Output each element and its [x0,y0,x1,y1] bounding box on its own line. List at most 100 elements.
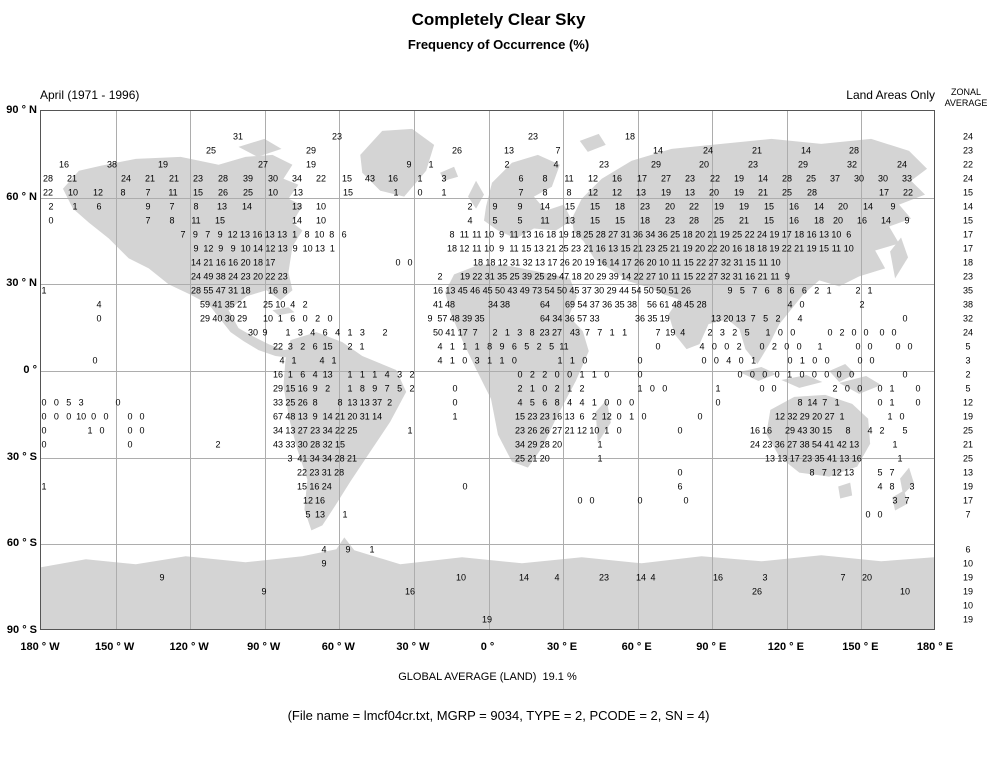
antarctica [41,537,934,629]
grid-line-vertical [861,111,863,629]
zonal-average-value: 38 [962,299,974,310]
australia [766,394,871,477]
europe [484,154,572,239]
grid-layer [41,111,934,629]
zonal-average-value: 19 [962,586,974,597]
y-tick-label: 60 ° S [6,537,37,550]
zonal-average-value: 25 [962,425,974,436]
x-tick-label: 180 ° W [20,641,60,653]
x-tick-label: 30 ° E [547,641,578,653]
y-tick-label: 90 ° S [6,624,37,636]
zonal-header-line1: ZONAL [950,87,981,97]
zonal-average-value: 24 [962,327,974,338]
global-average-label: GLOBAL AVERAGE (LAND) 19.1 % [398,671,577,683]
iceland [440,166,459,181]
grid-line-horizontal [41,284,934,286]
zonal-average-value: 19 [962,614,974,625]
zonal-average-value: 17 [962,495,974,506]
y-tick-label: 90 ° N [6,104,37,116]
x-tick-label: 0 ° [480,641,495,653]
africa [445,264,589,468]
x-tick-label: 60 ° E [621,641,652,653]
grid-line-vertical [264,111,266,629]
grid-line-horizontal [41,544,934,546]
grid-line-horizontal [41,197,934,199]
japan [890,237,909,279]
file-info-footer: (File name = lmcf04cr.txt, MGRP = 9034, … [287,708,710,723]
zonal-average-value: 35 [962,285,974,296]
greenland [360,128,435,197]
grid-line-vertical [488,111,490,629]
zonal-average-value: 19 [962,481,974,492]
x-tick-label: 90 ° E [696,641,727,653]
grid-line-vertical [637,111,639,629]
zonal-header-line2: AVERAGE [944,98,988,108]
zonal-average-value: 13 [962,467,974,478]
y-tick-label: 60 ° N [6,190,37,203]
indonesia-mid [781,374,823,388]
zonal-average-value: 32 [962,313,974,324]
grid-line-vertical [413,111,415,629]
x-tick-label: 90 ° W [247,641,281,653]
zonal-average-value: 22 [962,159,974,170]
zonal-average-value: 5 [965,341,971,352]
zonal-average-value: 17 [962,229,974,240]
x-tick-label: 120 ° W [169,641,209,653]
zonal-average-value: 15 [962,215,974,226]
asia [571,138,928,365]
arctic-islands [238,138,282,157]
page-title: Completely Clear Sky [411,10,586,29]
grid-line-vertical [115,111,117,629]
new-zealand-south [892,490,909,511]
x-tick-label: 150 ° W [94,641,135,653]
borneo [829,364,856,382]
period-label: April (1971 - 1996) [40,88,140,102]
zonal-average-value: 10 [962,600,974,611]
y-tick-label: 30 ° S [6,450,37,463]
zonal-average-value: 10 [962,558,974,569]
zonal-average-value: 12 [962,397,974,408]
x-tick-label: 120 ° E [767,641,804,653]
grid-line-horizontal [41,457,934,459]
page-subtitle: Frequency of Occurrence (%) [407,37,590,52]
zonal-average-value: 5 [965,383,971,394]
south-america [283,332,407,531]
zonal-average-value: 24 [962,131,974,142]
world-map-silhouette [41,128,934,629]
zonal-average-value: 2 [965,369,971,380]
zonal-average-value: 6 [965,544,971,555]
zonal-average-value: 15 [962,187,974,198]
zonal-average-value: 14 [962,201,974,212]
grid-line-vertical [712,111,714,629]
zonal-average-value: 7 [965,509,971,520]
x-tick-label: 180 ° E [916,641,954,653]
zonal-average-value: 23 [962,145,974,156]
new-zealand-north [900,467,915,495]
grid-line-horizontal [41,371,934,372]
zonal-average-value: 18 [962,257,974,268]
british-isles [468,180,485,209]
grid-line-vertical [786,111,788,629]
svalbard [579,133,606,152]
coverage-label: Land Areas Only [846,88,935,102]
north-america [62,154,303,359]
zonal-average-value: 24 [962,173,974,184]
zonal-average-value: 19 [962,411,974,422]
grid-line-vertical [190,111,192,629]
grid-line-vertical [563,111,565,629]
zonal-average-value: 23 [962,271,974,282]
x-tick-label: 60 ° W [321,641,355,653]
y-tick-label: 0 ° [23,364,37,376]
zonal-average-value: 25 [962,453,974,464]
x-tick-label: 150 ° E [842,641,879,653]
madagascar [595,399,611,443]
cuba [272,307,295,316]
tasmania [838,482,853,499]
new-guinea [839,375,882,394]
zonal-average-value: 17 [962,243,974,254]
x-tick-label: 30 ° W [396,641,430,653]
indonesia-west [739,367,777,381]
y-tick-label: 30 ° N [6,277,37,290]
zonal-average-value: 21 [962,439,974,450]
map-frame [40,110,935,630]
